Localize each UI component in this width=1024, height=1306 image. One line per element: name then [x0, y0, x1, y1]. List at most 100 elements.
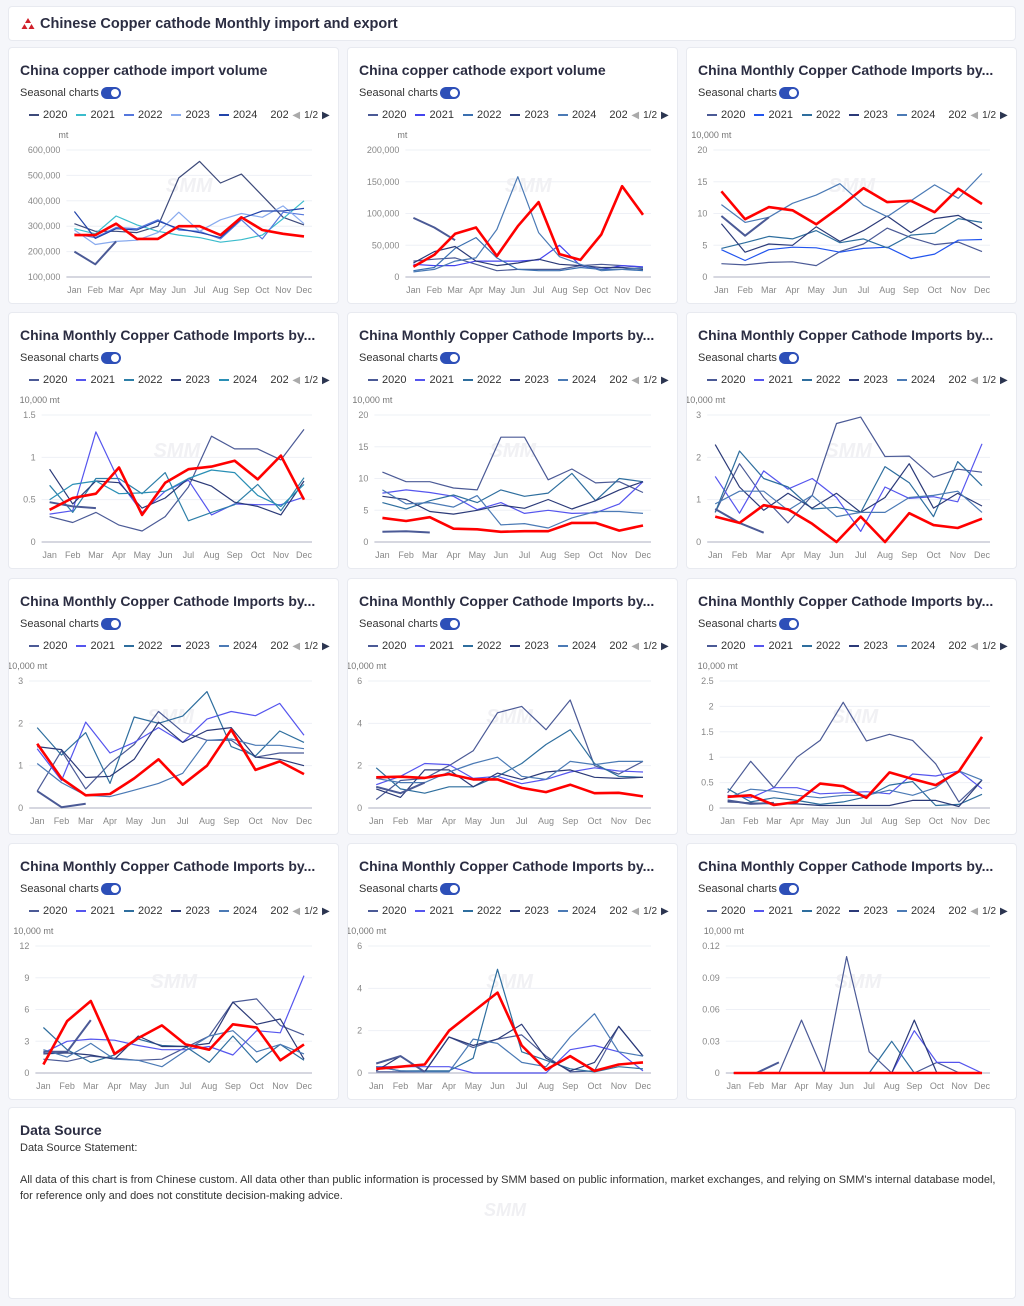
legend-item-2025[interactable]: 2025 [266, 905, 288, 917]
toggle-switch-icon[interactable] [778, 883, 799, 895]
legend-item-2024[interactable]: 2024 [218, 109, 257, 121]
legend-item-2024[interactable]: 2024 [557, 905, 596, 917]
legend-item-2022[interactable]: 2022 [462, 905, 501, 917]
prev-page-icon[interactable]: ◀ [292, 640, 301, 652]
legend-item-2023[interactable]: 2023 [510, 374, 549, 386]
legend-item-2020[interactable]: 2020 [368, 905, 406, 917]
legend-item-2020[interactable]: 2020 [368, 640, 406, 652]
legend-item-2022[interactable]: 2022 [801, 109, 840, 121]
toggle-switch-icon[interactable] [439, 883, 460, 895]
legend-item-2022[interactable]: 2022 [801, 905, 840, 917]
legend-item-2022[interactable]: 2022 [123, 374, 162, 386]
legend-item-2022[interactable]: 2022 [123, 905, 162, 917]
seasonal-charts-toggle[interactable]: Seasonal charts [20, 352, 121, 364]
toggle-switch-icon[interactable] [778, 618, 799, 630]
prev-page-icon[interactable]: ◀ [970, 109, 979, 121]
legend-item-2022[interactable]: 2022 [462, 374, 501, 386]
legend-item-2023[interactable]: 2023 [510, 109, 549, 121]
toggle-switch-icon[interactable] [439, 352, 460, 364]
legend-item-2020[interactable]: 2020 [707, 640, 745, 652]
toggle-switch-icon[interactable] [100, 883, 121, 895]
legend-item-2025[interactable]: 2025 [266, 374, 288, 386]
next-page-icon[interactable]: ▶ [661, 905, 669, 917]
seasonal-charts-toggle[interactable]: Seasonal charts [698, 883, 799, 895]
legend-item-2021[interactable]: 2021 [754, 905, 793, 917]
legend-item-2022[interactable]: 2022 [123, 109, 162, 121]
legend-item-2021[interactable]: 2021 [754, 374, 793, 386]
toggle-switch-icon[interactable] [100, 618, 121, 630]
legend-item-2023[interactable]: 2023 [849, 905, 888, 917]
legend-item-2022[interactable]: 2022 [462, 109, 501, 121]
legend-item-2024[interactable]: 2024 [896, 905, 935, 917]
legend-item-2023[interactable]: 2023 [171, 905, 210, 917]
next-page-icon[interactable]: ▶ [322, 640, 330, 652]
legend-item-2022[interactable]: 2022 [462, 640, 501, 652]
legend-item-2024[interactable]: 2024 [557, 374, 596, 386]
seasonal-charts-toggle[interactable]: Seasonal charts [20, 87, 121, 99]
toggle-switch-icon[interactable] [439, 618, 460, 630]
legend-item-2025[interactable]: 2025 [605, 905, 627, 917]
legend-item-2024[interactable]: 2024 [557, 640, 596, 652]
prev-page-icon[interactable]: ◀ [292, 109, 301, 121]
next-page-icon[interactable]: ▶ [661, 109, 669, 121]
legend-item-2023[interactable]: 2023 [849, 109, 888, 121]
legend-item-2020[interactable]: 2020 [29, 640, 67, 652]
legend-item-2020[interactable]: 2020 [707, 905, 745, 917]
legend-item-2023[interactable]: 2023 [171, 109, 210, 121]
legend-item-2021[interactable]: 2021 [76, 640, 115, 652]
legend-item-2025[interactable]: 2025 [605, 640, 627, 652]
toggle-switch-icon[interactable] [100, 87, 121, 99]
seasonal-charts-toggle[interactable]: Seasonal charts [359, 883, 460, 895]
legend-item-2023[interactable]: 2023 [171, 640, 210, 652]
toggle-switch-icon[interactable] [778, 87, 799, 99]
legend-item-2020[interactable]: 2020 [29, 374, 67, 386]
toggle-switch-icon[interactable] [439, 87, 460, 99]
seasonal-charts-toggle[interactable]: Seasonal charts [698, 87, 799, 99]
seasonal-charts-toggle[interactable]: Seasonal charts [359, 352, 460, 364]
legend-item-2021[interactable]: 2021 [754, 640, 793, 652]
legend-item-2023[interactable]: 2023 [849, 640, 888, 652]
legend-item-2025[interactable]: 2025 [944, 640, 966, 652]
next-page-icon[interactable]: ▶ [661, 374, 669, 386]
toggle-switch-icon[interactable] [778, 352, 799, 364]
legend-item-2023[interactable]: 2023 [510, 640, 549, 652]
legend-item-2020[interactable]: 2020 [29, 905, 67, 917]
next-page-icon[interactable]: ▶ [661, 640, 669, 652]
legend-item-2020[interactable]: 2020 [707, 109, 745, 121]
next-page-icon[interactable]: ▶ [322, 905, 330, 917]
legend-item-2025[interactable]: 2025 [605, 109, 627, 121]
seasonal-charts-toggle[interactable]: Seasonal charts [698, 618, 799, 630]
seasonal-charts-toggle[interactable]: Seasonal charts [20, 883, 121, 895]
seasonal-charts-toggle[interactable]: Seasonal charts [359, 87, 460, 99]
prev-page-icon[interactable]: ◀ [970, 905, 979, 917]
seasonal-charts-toggle[interactable]: Seasonal charts [359, 618, 460, 630]
legend-item-2020[interactable]: 2020 [368, 109, 406, 121]
next-page-icon[interactable]: ▶ [322, 109, 330, 121]
legend-item-2022[interactable]: 2022 [123, 640, 162, 652]
legend-item-2024[interactable]: 2024 [896, 374, 935, 386]
legend-item-2021[interactable]: 2021 [415, 640, 454, 652]
legend-item-2025[interactable]: 2025 [266, 640, 288, 652]
legend-item-2024[interactable]: 2024 [896, 109, 935, 121]
prev-page-icon[interactable]: ◀ [292, 374, 301, 386]
prev-page-icon[interactable]: ◀ [631, 905, 640, 917]
legend-item-2021[interactable]: 2021 [754, 109, 793, 121]
legend-item-2025[interactable]: 2025 [944, 374, 966, 386]
prev-page-icon[interactable]: ◀ [970, 640, 979, 652]
legend-item-2021[interactable]: 2021 [415, 109, 454, 121]
legend-item-2021[interactable]: 2021 [76, 905, 115, 917]
legend-item-2022[interactable]: 2022 [801, 374, 840, 386]
legend-item-2024[interactable]: 2024 [218, 374, 257, 386]
prev-page-icon[interactable]: ◀ [970, 374, 979, 386]
legend-item-2021[interactable]: 2021 [415, 374, 454, 386]
next-page-icon[interactable]: ▶ [1000, 374, 1008, 386]
legend-item-2023[interactable]: 2023 [171, 374, 210, 386]
prev-page-icon[interactable]: ◀ [292, 905, 301, 917]
legend-item-2020[interactable]: 2020 [368, 374, 406, 386]
legend-item-2024[interactable]: 2024 [218, 640, 257, 652]
next-page-icon[interactable]: ▶ [322, 374, 330, 386]
legend-item-2020[interactable]: 2020 [29, 109, 67, 121]
prev-page-icon[interactable]: ◀ [631, 109, 640, 121]
next-page-icon[interactable]: ▶ [1000, 109, 1008, 121]
legend-item-2024[interactable]: 2024 [896, 640, 935, 652]
